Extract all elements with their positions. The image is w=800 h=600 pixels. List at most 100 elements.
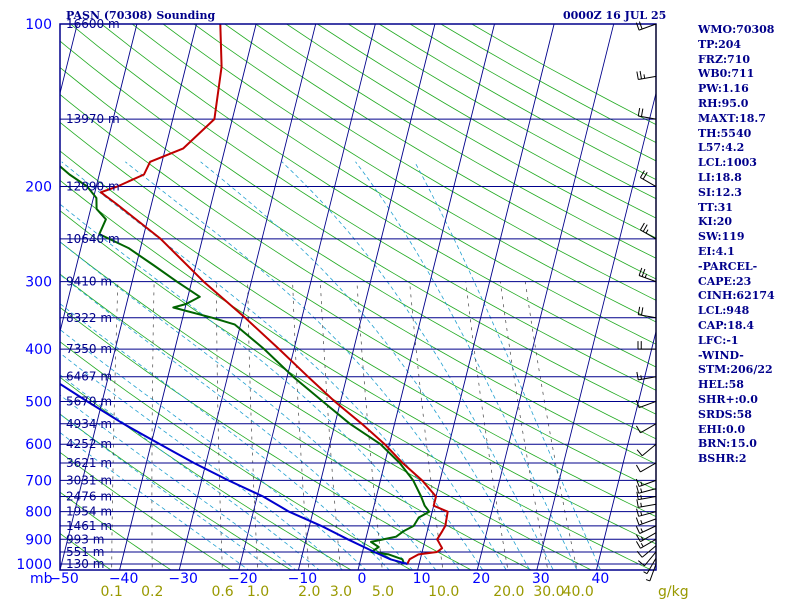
pressure-tick-label: 600 [25, 437, 52, 453]
wind-barb [635, 399, 657, 409]
wind-barb-shaft [646, 557, 657, 574]
wind-barb-half [640, 536, 644, 541]
pressure-tick-label: 400 [25, 342, 52, 358]
index-item: -WIND- [698, 348, 744, 362]
wind-barb-flag [636, 449, 643, 457]
dry-adiabat-line [60, 341, 412, 570]
height-label: 993 m [66, 532, 104, 546]
moist-adiabat-line [60, 413, 273, 570]
index-item: EI:4.1 [698, 244, 735, 258]
index-item: STM:206/22 [698, 363, 773, 377]
dry-adiabat-line [60, 532, 112, 570]
wind-barb-flag [640, 307, 644, 316]
height-label: 16600 m [66, 17, 120, 31]
wind-barb-half [640, 542, 644, 547]
wind-barb-shaft [638, 275, 657, 283]
moist-adiabat-line [60, 241, 437, 570]
index-item: LI:18.8 [698, 170, 742, 184]
pressure-tick-label: 700 [25, 473, 52, 489]
isotherm-line [178, 24, 317, 570]
temperature-tick-label: −50 [49, 571, 79, 587]
wind-barb-flag [635, 464, 641, 473]
wind-profile [635, 21, 657, 582]
station-title: PASN (70308) Sounding [66, 9, 216, 22]
wind-barb-flag [639, 70, 642, 79]
wind-barb [643, 557, 657, 575]
wind-barb [635, 423, 657, 434]
wind-barb-flag [641, 268, 646, 277]
dry-adiabat-line [224, 24, 656, 280]
mixing-ratio-label: 1.0 [247, 584, 269, 600]
isotherm-line [536, 91, 656, 570]
mixing-ratio-label: 20.0 [493, 584, 524, 600]
wind-barb-half [640, 502, 642, 507]
dry-adiabat-line [70, 24, 656, 391]
temperature-tick-label: −40 [109, 571, 139, 587]
wind-barb [635, 517, 657, 526]
moist-adiabat-line [281, 161, 554, 570]
wind-barb-shaft [638, 115, 657, 120]
sounding-curves [60, 24, 449, 565]
wind-barb-half [640, 528, 644, 533]
wind-barb [635, 478, 657, 487]
wind-barb-flag [636, 485, 640, 494]
wind-barb-flag [637, 107, 641, 117]
wind-barb-half [644, 273, 648, 278]
height-label: 3031 m [66, 473, 112, 487]
index-item: SHR+:0.0 [698, 392, 758, 406]
wind-barb-flag [638, 267, 643, 276]
wind-barb-shaft [640, 177, 657, 187]
wind-barb-flag [636, 371, 639, 380]
wind-barb [635, 462, 657, 473]
isotherm-line [60, 24, 138, 334]
moist-adiabat-line [61, 161, 484, 570]
mixing-ratio-label: 30.0 [533, 584, 564, 600]
temperature-line [99, 24, 449, 565]
pressure-tick-label: 800 [25, 505, 52, 521]
isobars [60, 23, 656, 565]
index-item: BRN:15.0 [698, 437, 757, 451]
height-label: 2476 m [66, 490, 112, 504]
dry-adiabat-line [60, 376, 352, 570]
height-label: 130 m [66, 557, 104, 571]
wind-barb-flag [636, 71, 639, 80]
wind-barb-flag [635, 399, 640, 408]
wind-barb-shaft [641, 545, 657, 558]
wind-barb-shaft [640, 229, 657, 240]
wind-barb-half [643, 74, 646, 79]
mixing-ratio-line [409, 281, 444, 570]
temperature-tick-label: −10 [288, 571, 318, 587]
height-label: 13970 m [66, 112, 120, 126]
isotherm-line [238, 24, 376, 570]
dry-adiabat-line [60, 93, 656, 465]
index-item: CAP:18.4 [698, 318, 755, 332]
wind-barb [635, 525, 657, 534]
moist-adiabat-line [355, 161, 578, 570]
moist-adiabat-line [60, 303, 390, 570]
index-item: TT:31 [698, 200, 733, 214]
height-label: 4252 m [66, 437, 112, 451]
wind-barb-shaft [638, 75, 657, 80]
height-label: 551 m [66, 545, 104, 559]
dewpoint-line [60, 164, 431, 565]
wind-barb-flag [636, 491, 639, 500]
wind-barb-flag [642, 171, 648, 180]
index-item: SRDS:58 [698, 407, 752, 421]
wind-barb-shaft [638, 511, 657, 517]
wind-barb [637, 306, 657, 319]
pressure-tick-label: 100 [25, 17, 52, 33]
wind-barb [639, 222, 657, 240]
dry-adiabat-line [101, 24, 656, 368]
wind-barb-half [640, 511, 643, 516]
wind-barb-shaft [638, 23, 657, 31]
wind-barb-shaft [640, 462, 657, 473]
height-label: 6467 m [66, 370, 112, 384]
mixing-ratio-line [524, 281, 578, 570]
wind-barb [636, 443, 657, 457]
wind-barb [636, 545, 657, 558]
parcel-line [60, 382, 408, 565]
pressure-tick-label: 200 [25, 180, 52, 196]
mixing-ratio-label: 0.2 [141, 584, 163, 600]
temperature-tick-label: 0 [358, 571, 367, 587]
